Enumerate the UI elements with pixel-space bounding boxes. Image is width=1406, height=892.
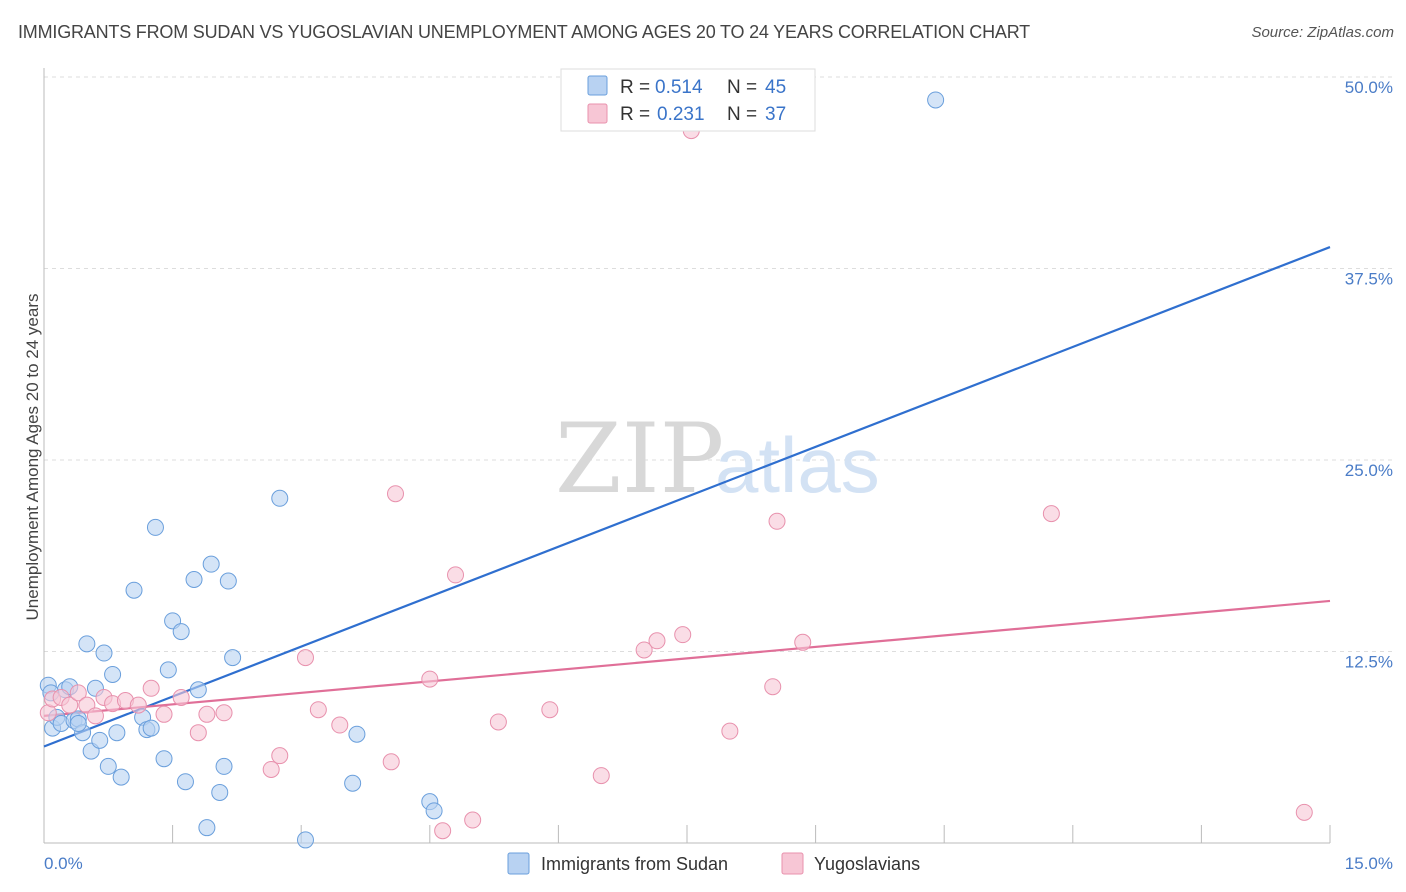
bottom-legend-swatch-pink [781,852,804,875]
yugoslavian-point [155,705,173,723]
yugoslavian-point [794,633,812,651]
yugoslavian-point [489,713,507,731]
legend-n-label: N = [727,104,757,125]
yugoslavian-point [172,688,190,706]
watermark-zip: ZIP [555,403,724,515]
yugoslavian-point [262,760,280,778]
yugoslavian-point [296,649,314,667]
yugoslavian-point [764,678,782,696]
sudan-point [189,681,207,699]
sudan-point [172,623,190,641]
x-tick-labels: 0.0% 15.0% [44,854,1393,873]
yugoslavian-point [592,767,610,785]
legend-swatch-pink [587,103,608,124]
legend-r-value: 0.231 [657,104,705,125]
sudan-point [159,661,177,679]
yugoslavian-point [434,822,452,840]
sudan-point [69,715,87,733]
sudan-point [146,518,164,536]
yugoslavian-point [61,696,79,714]
yugoslavian-point [768,512,786,530]
sudan-point [219,572,237,590]
sudan-point [215,757,233,775]
yugoslavian-point [271,747,289,765]
yugoslavian-trend-line [43,599,1331,717]
yugoslavian-point [331,716,349,734]
yugoslavian-point [309,701,327,719]
sudan-point [78,635,96,653]
yugoslavian-point [721,722,739,740]
yugoslavian-point [541,701,559,719]
legend-swatch-blue [587,75,608,96]
sudan-point [425,802,443,820]
yugoslavian-point [198,705,216,723]
yugoslavian-point [189,724,207,742]
bottom-legend-label: Yugoslavians [814,854,920,874]
legend-r-value: 0.514 [655,77,703,98]
yugoslavian-point [215,704,233,722]
trend-lines [43,246,1331,748]
yugoslavian-point [674,626,692,644]
sudan-point [348,725,366,743]
data-points [39,91,1313,849]
bottom-legend-swatch-blue [507,852,530,875]
sudan-point [296,831,314,849]
yugoslavian-point [648,632,666,650]
x-tick-label: 0.0% [44,854,83,873]
legend-r-label: R = [620,77,650,98]
yugoslavian-point [69,684,87,702]
sudan-point [211,783,229,801]
yugoslavian-point [447,566,465,584]
y-axis-label: Unemployment Among Ages 20 to 24 years [23,294,42,621]
yugoslavian-point [635,641,653,659]
sudan-point [95,644,113,662]
bottom-legend: Immigrants from Sudan Yugoslavians [507,852,920,875]
chart-source: Source: ZipAtlas.com [1251,24,1394,41]
sudan-point [202,555,220,573]
watermark-atlas: atlas [715,421,880,509]
sudan-point [112,768,130,786]
x-tick-label: 15.0% [1345,854,1393,873]
sudan-point [185,570,203,588]
sudan-point [125,581,143,599]
yugoslavian-point [142,679,160,697]
y-tick-label: 50.0% [1345,78,1393,97]
sudan-point [176,773,194,791]
sudan-point [198,819,216,837]
yugoslavian-point [421,670,439,688]
sudan-point [99,757,117,775]
sudan-point [155,750,173,768]
y-tick-labels: 12.5% 25.0% 37.5% 50.0% [1345,78,1393,672]
grid [44,76,1392,652]
sudan-point [224,649,242,667]
y-tick-label: 12.5% [1345,653,1393,672]
legend-r-label: R = [620,104,650,125]
legend-n-value: 45 [765,77,786,98]
yugoslavian-point [86,707,104,725]
watermark: ZIP atlas [555,403,880,515]
yugoslavian-point [1042,505,1060,523]
sudan-point [104,665,122,683]
yugoslavian-point [464,811,482,829]
legend-n-value: 37 [765,104,786,125]
chart-title: IMMIGRANTS FROM SUDAN VS YUGOSLAVIAN UNE… [18,22,1030,42]
sudan-point [344,774,362,792]
y-tick-label: 37.5% [1345,270,1393,289]
yugoslavian-point [1295,803,1313,821]
bottom-legend-label: Immigrants from Sudan [541,854,728,874]
sudan-point [271,489,289,507]
sudan-point [108,724,126,742]
yugoslavian-point [129,696,147,714]
sudan-point [91,731,109,749]
legend: R = 0.514 N = 45 R = 0.231 N = 37 [560,68,816,132]
yugoslavian-point [382,753,400,771]
sudan-trend-line [43,246,1331,748]
legend-n-label: N = [727,77,757,98]
sudan-point [927,91,945,109]
yugoslavian-point [387,485,405,503]
sudan-point [142,719,160,737]
y-tick-label: 25.0% [1345,461,1393,480]
